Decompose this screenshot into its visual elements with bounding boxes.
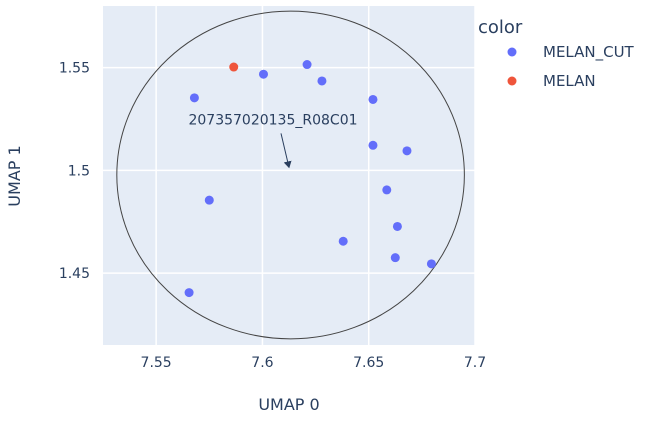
data-point[interactable]: [229, 63, 238, 72]
legend-item-label[interactable]: MELAN_CUT: [543, 43, 635, 62]
y-tick-label: 1.45: [59, 266, 90, 282]
data-point[interactable]: [185, 288, 194, 297]
legend-item-label[interactable]: MELAN: [543, 72, 596, 90]
legend-marker[interactable]: [508, 48, 517, 57]
data-point[interactable]: [259, 70, 268, 79]
data-point[interactable]: [382, 185, 391, 194]
plot-background: [103, 6, 475, 345]
data-point[interactable]: [317, 76, 326, 85]
legend-title: color: [478, 17, 523, 38]
data-point[interactable]: [393, 222, 402, 231]
data-point[interactable]: [339, 237, 348, 246]
legend[interactable]: color MELAN_CUT MELAN: [478, 17, 635, 90]
data-point[interactable]: [368, 141, 377, 150]
x-axis-title: UMAP 0: [258, 395, 319, 414]
y-tick-label: 1.55: [59, 61, 90, 77]
legend-items: MELAN_CUT MELAN: [508, 43, 635, 90]
data-point[interactable]: [190, 93, 199, 102]
legend-marker[interactable]: [508, 77, 517, 86]
x-tick-label: 7.6: [251, 355, 273, 371]
data-point[interactable]: [402, 146, 411, 155]
x-tick-label: 7.7: [464, 355, 486, 371]
x-tick-label: 7.55: [141, 355, 172, 371]
data-point[interactable]: [205, 196, 214, 205]
data-point[interactable]: [303, 60, 312, 69]
x-tick-label: 7.65: [353, 355, 384, 371]
y-axis-title: UMAP 1: [5, 145, 24, 206]
data-point[interactable]: [391, 253, 400, 262]
data-point[interactable]: [368, 95, 377, 104]
annotation-label: 207357020135_R08C01: [188, 112, 357, 128]
data-point[interactable]: [427, 259, 436, 268]
y-tick-label: 1.5: [68, 163, 90, 179]
